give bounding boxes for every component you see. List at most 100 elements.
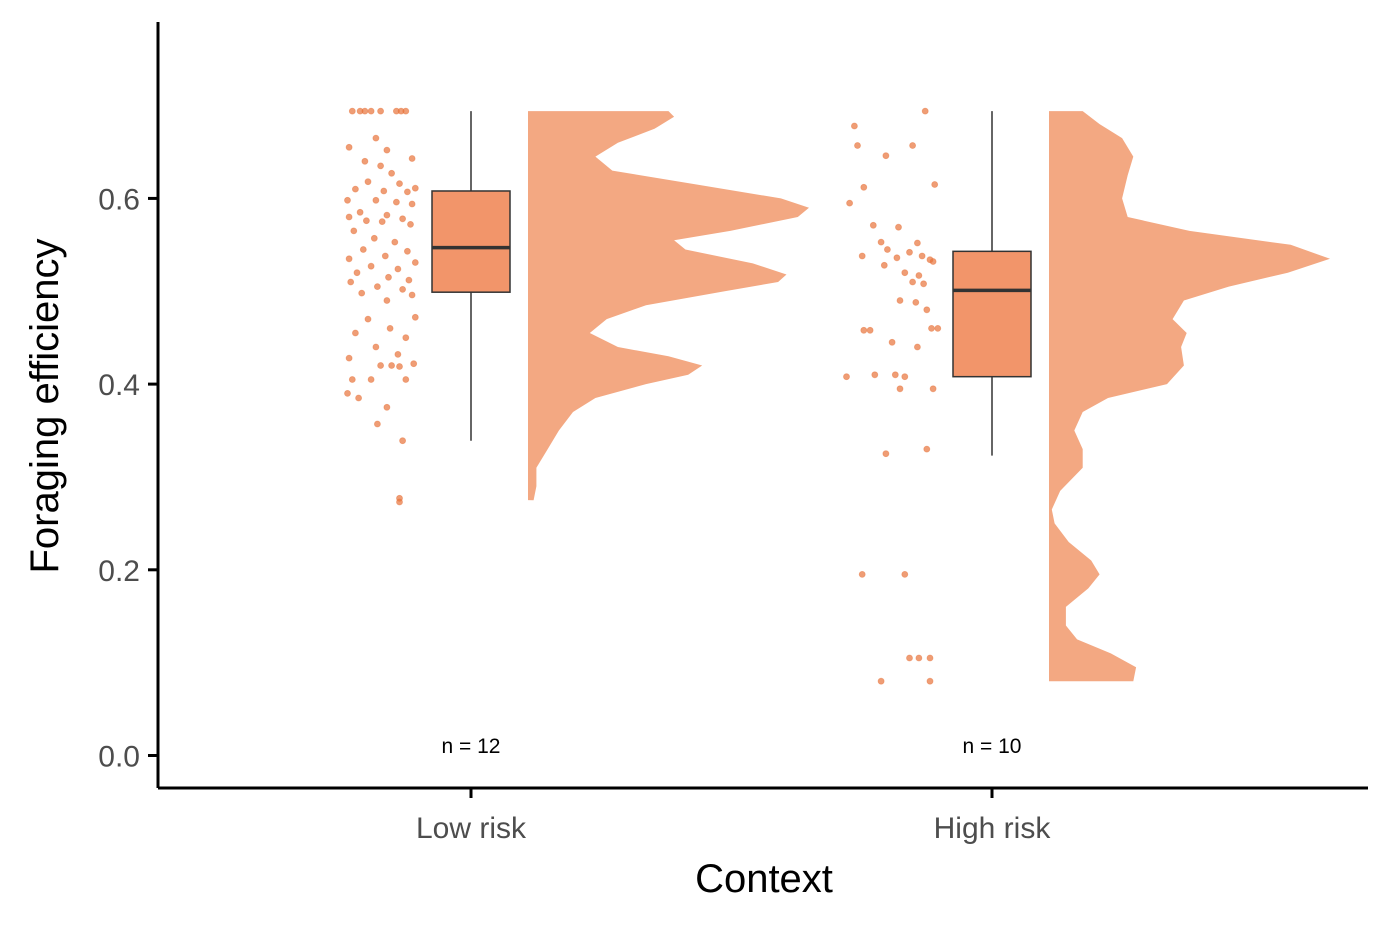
data-point <box>372 134 380 142</box>
data-point <box>851 122 858 130</box>
data-point <box>906 654 913 662</box>
data-point <box>918 252 926 260</box>
data-point <box>915 272 923 279</box>
data-point <box>391 238 399 246</box>
data-point <box>373 283 381 291</box>
data-point <box>846 199 853 207</box>
data-point <box>378 218 386 226</box>
data-point <box>407 220 414 228</box>
data-point <box>367 107 375 115</box>
data-point <box>345 213 353 221</box>
data-point <box>858 571 866 578</box>
data-point <box>411 259 419 266</box>
data-point <box>931 181 939 188</box>
data-point <box>408 291 416 299</box>
data-point <box>921 107 929 115</box>
data-point <box>383 211 391 219</box>
x-tick-label: Low risk <box>416 812 527 845</box>
data-point <box>929 385 937 393</box>
data-point <box>877 238 885 246</box>
data-point <box>934 324 942 332</box>
data-point <box>348 376 356 383</box>
data-point <box>888 338 896 346</box>
box <box>431 190 511 293</box>
data-point <box>882 152 890 160</box>
data-point <box>405 276 413 284</box>
data-point <box>929 258 937 265</box>
data-point <box>869 221 877 229</box>
data-point <box>383 146 391 154</box>
data-point <box>367 376 375 383</box>
data-point <box>901 571 909 578</box>
data-point <box>411 184 419 192</box>
data-point <box>353 269 361 277</box>
data-point <box>345 255 353 263</box>
density-cloud <box>528 111 809 501</box>
y-tick-label: 0.0 <box>98 741 140 774</box>
data-point <box>896 385 904 393</box>
group-high-risk <box>843 107 1330 685</box>
data-point <box>362 217 370 225</box>
x-ticks: Low risk High risk <box>416 788 1051 845</box>
data-point <box>402 334 410 342</box>
data-point <box>345 354 353 362</box>
data-point <box>351 185 359 193</box>
data-point <box>914 239 921 247</box>
data-point <box>402 376 410 383</box>
group-low-risk <box>344 107 809 506</box>
data-point <box>359 246 367 253</box>
points <box>843 107 942 685</box>
data-point <box>843 373 850 381</box>
data-point <box>901 373 909 381</box>
data-point <box>386 324 394 332</box>
data-point <box>361 157 369 165</box>
data-point <box>399 215 407 223</box>
data-point <box>358 289 366 297</box>
data-point <box>380 187 388 195</box>
y-tick-label: 0.4 <box>98 369 140 402</box>
data-point <box>408 155 416 162</box>
data-point <box>383 403 391 411</box>
data-point <box>926 654 934 662</box>
data-point <box>877 677 885 685</box>
data-point <box>926 677 934 685</box>
y-tick-label: 0.6 <box>98 183 140 216</box>
n-label: n = 10 <box>963 735 1022 758</box>
data-point <box>350 227 358 235</box>
data-point <box>854 142 861 149</box>
data-point <box>356 208 364 216</box>
data-point <box>866 326 874 334</box>
data-point <box>344 196 351 204</box>
data-point <box>884 246 891 253</box>
data-point <box>394 350 402 358</box>
data-point <box>860 326 868 334</box>
data-point <box>377 362 385 369</box>
data-point <box>403 247 411 255</box>
data-point <box>901 269 909 277</box>
data-point <box>909 278 916 286</box>
data-point <box>399 285 407 293</box>
points <box>344 107 419 506</box>
data-point <box>895 223 902 231</box>
data-point <box>348 107 356 115</box>
data-point <box>364 315 372 323</box>
data-point <box>355 394 363 402</box>
n-labels: n = 12 n = 10 <box>442 735 1022 758</box>
data-point <box>871 371 879 379</box>
data-point <box>860 183 868 191</box>
data-point <box>383 297 391 304</box>
data-point <box>372 343 380 351</box>
axes <box>156 22 1368 790</box>
data-point <box>381 252 389 260</box>
groups <box>344 107 1330 685</box>
data-point <box>372 196 380 204</box>
data-point <box>923 445 931 453</box>
y-tick-label: 0.2 <box>98 555 140 588</box>
data-point <box>388 362 396 369</box>
density-cloud <box>1049 111 1330 682</box>
data-point <box>923 306 931 314</box>
data-point <box>396 363 403 370</box>
data-point <box>392 198 400 206</box>
data-point <box>909 142 916 149</box>
